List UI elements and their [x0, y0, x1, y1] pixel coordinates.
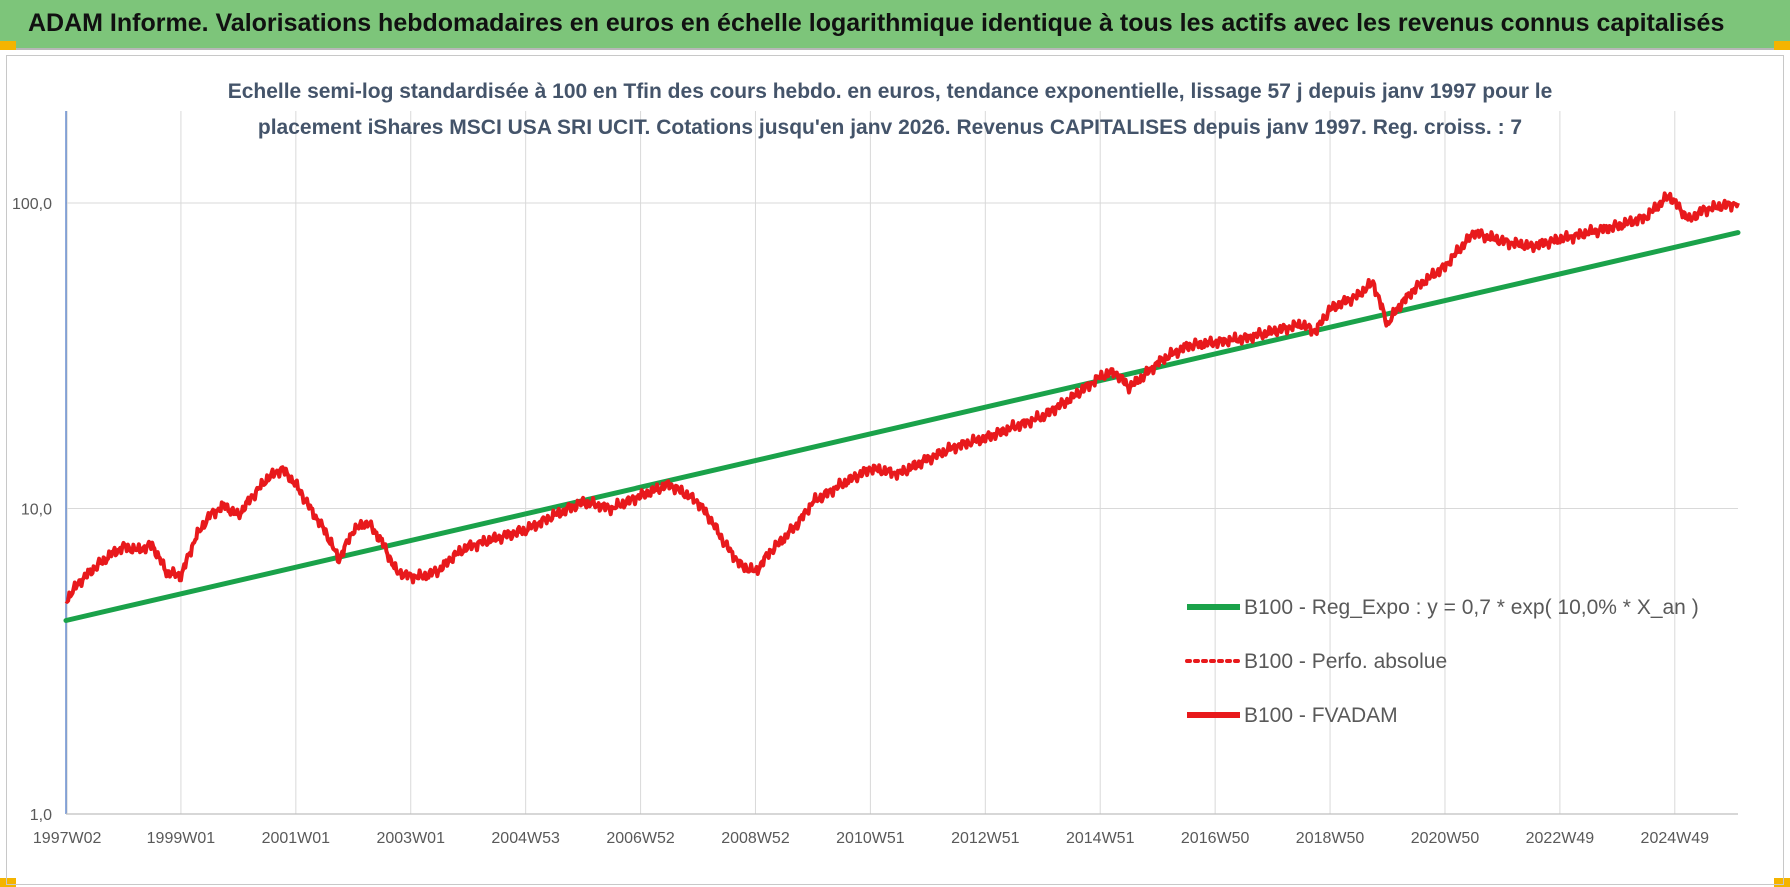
x-tick-label: 2022W49 [1526, 830, 1595, 847]
y-tick-label: 1,0 [30, 807, 52, 824]
legend: B100 - Reg_Expo : y = 0,7 * exp( 10,0% *… [1185, 596, 1699, 727]
header-banner: ADAM Informe. Valorisations hebdomadaire… [0, 0, 1790, 50]
y-tick-label: 100,0 [12, 196, 52, 213]
y-tick-label: 10,0 [21, 501, 52, 518]
x-tick-label: 2006W52 [606, 830, 675, 847]
x-tick-label: 2004W53 [491, 830, 560, 847]
x-tick-label: 2016W50 [1181, 830, 1250, 847]
series-line-trend [63, 230, 1741, 623]
x-tick-label: 2018W50 [1296, 830, 1365, 847]
chart-subtitle-line-1: Echelle semi-log standardisée à 100 en T… [228, 80, 1553, 103]
page-title: ADAM Informe. Valorisations hebdomadaire… [28, 9, 1725, 37]
grid [65, 111, 1738, 815]
x-tick-label: 2020W50 [1411, 830, 1480, 847]
chart-frame [6, 55, 1784, 885]
x-tick-label: 1999W01 [147, 830, 216, 847]
corner-marker-bottom-left [0, 878, 16, 887]
x-tick-label: 2003W01 [376, 830, 445, 847]
chart-subtitle-line-2: placement iShares MSCI USA SRI UCIT. Cot… [258, 116, 1522, 139]
x-axis: 1997W02 1999W01 2001W01 2003W01 2004W53 2006W… [33, 830, 1709, 847]
corner-marker-left [0, 41, 16, 50]
legend-label-perfo: B100 - Perfo. absolue [1244, 650, 1447, 673]
corner-marker-bottom-right [1774, 878, 1790, 887]
x-tick-label: 2024W49 [1641, 830, 1710, 847]
x-tick-label: 2014W51 [1066, 830, 1135, 847]
legend-label-fvadam: B100 - FVADAM [1244, 704, 1398, 727]
x-tick-label: 2012W51 [951, 830, 1020, 847]
series-line-fvadam [64, 191, 1740, 604]
legend-label-trend: B100 - Reg_Expo : y = 0,7 * exp( 10,0% *… [1244, 596, 1699, 619]
corner-marker-right [1774, 41, 1790, 50]
series [63, 191, 1741, 623]
y-axis: 1,0 10,0 100,0 [12, 196, 52, 824]
x-tick-label: 2001W01 [262, 830, 331, 847]
x-tick-label: 1997W02 [33, 830, 102, 847]
x-tick-label: 2010W51 [836, 830, 905, 847]
x-tick-label: 2008W52 [721, 830, 790, 847]
